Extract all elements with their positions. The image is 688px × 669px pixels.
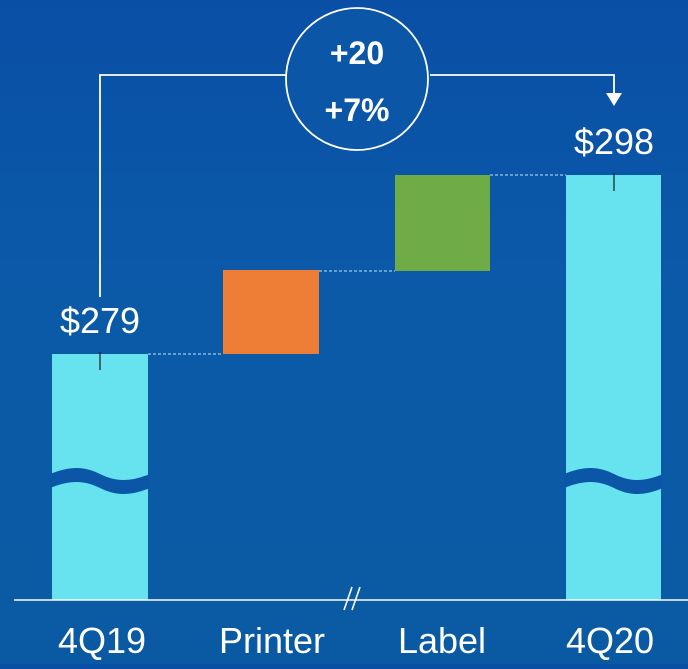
- value-label-4q19: $279: [60, 300, 140, 341]
- axis-break-mark-1: [343, 586, 353, 611]
- axis-break-mark-2: [351, 586, 361, 611]
- x-tick-label-printer: Printer: [219, 620, 325, 661]
- change-bracket-right: [430, 74, 615, 95]
- bar-4q20: [566, 175, 661, 600]
- axis-break-4q20: [564, 468, 663, 494]
- x-tick-label-4q19: 4Q19: [58, 620, 146, 661]
- axis-break-4q19: [50, 468, 150, 494]
- x-tick-label-label: Label: [398, 620, 486, 661]
- x-tick-label-4q20: 4Q20: [566, 620, 654, 661]
- change-value-label: +20: [330, 35, 384, 71]
- bar-printer: [223, 270, 319, 354]
- change-pct-label: +7%: [325, 92, 390, 128]
- value-label-4q20: $298: [574, 121, 654, 162]
- change-arrowhead: [606, 93, 622, 106]
- bar-label: [395, 175, 490, 271]
- change-circle: [285, 7, 429, 151]
- change-bracket-left: [99, 74, 286, 297]
